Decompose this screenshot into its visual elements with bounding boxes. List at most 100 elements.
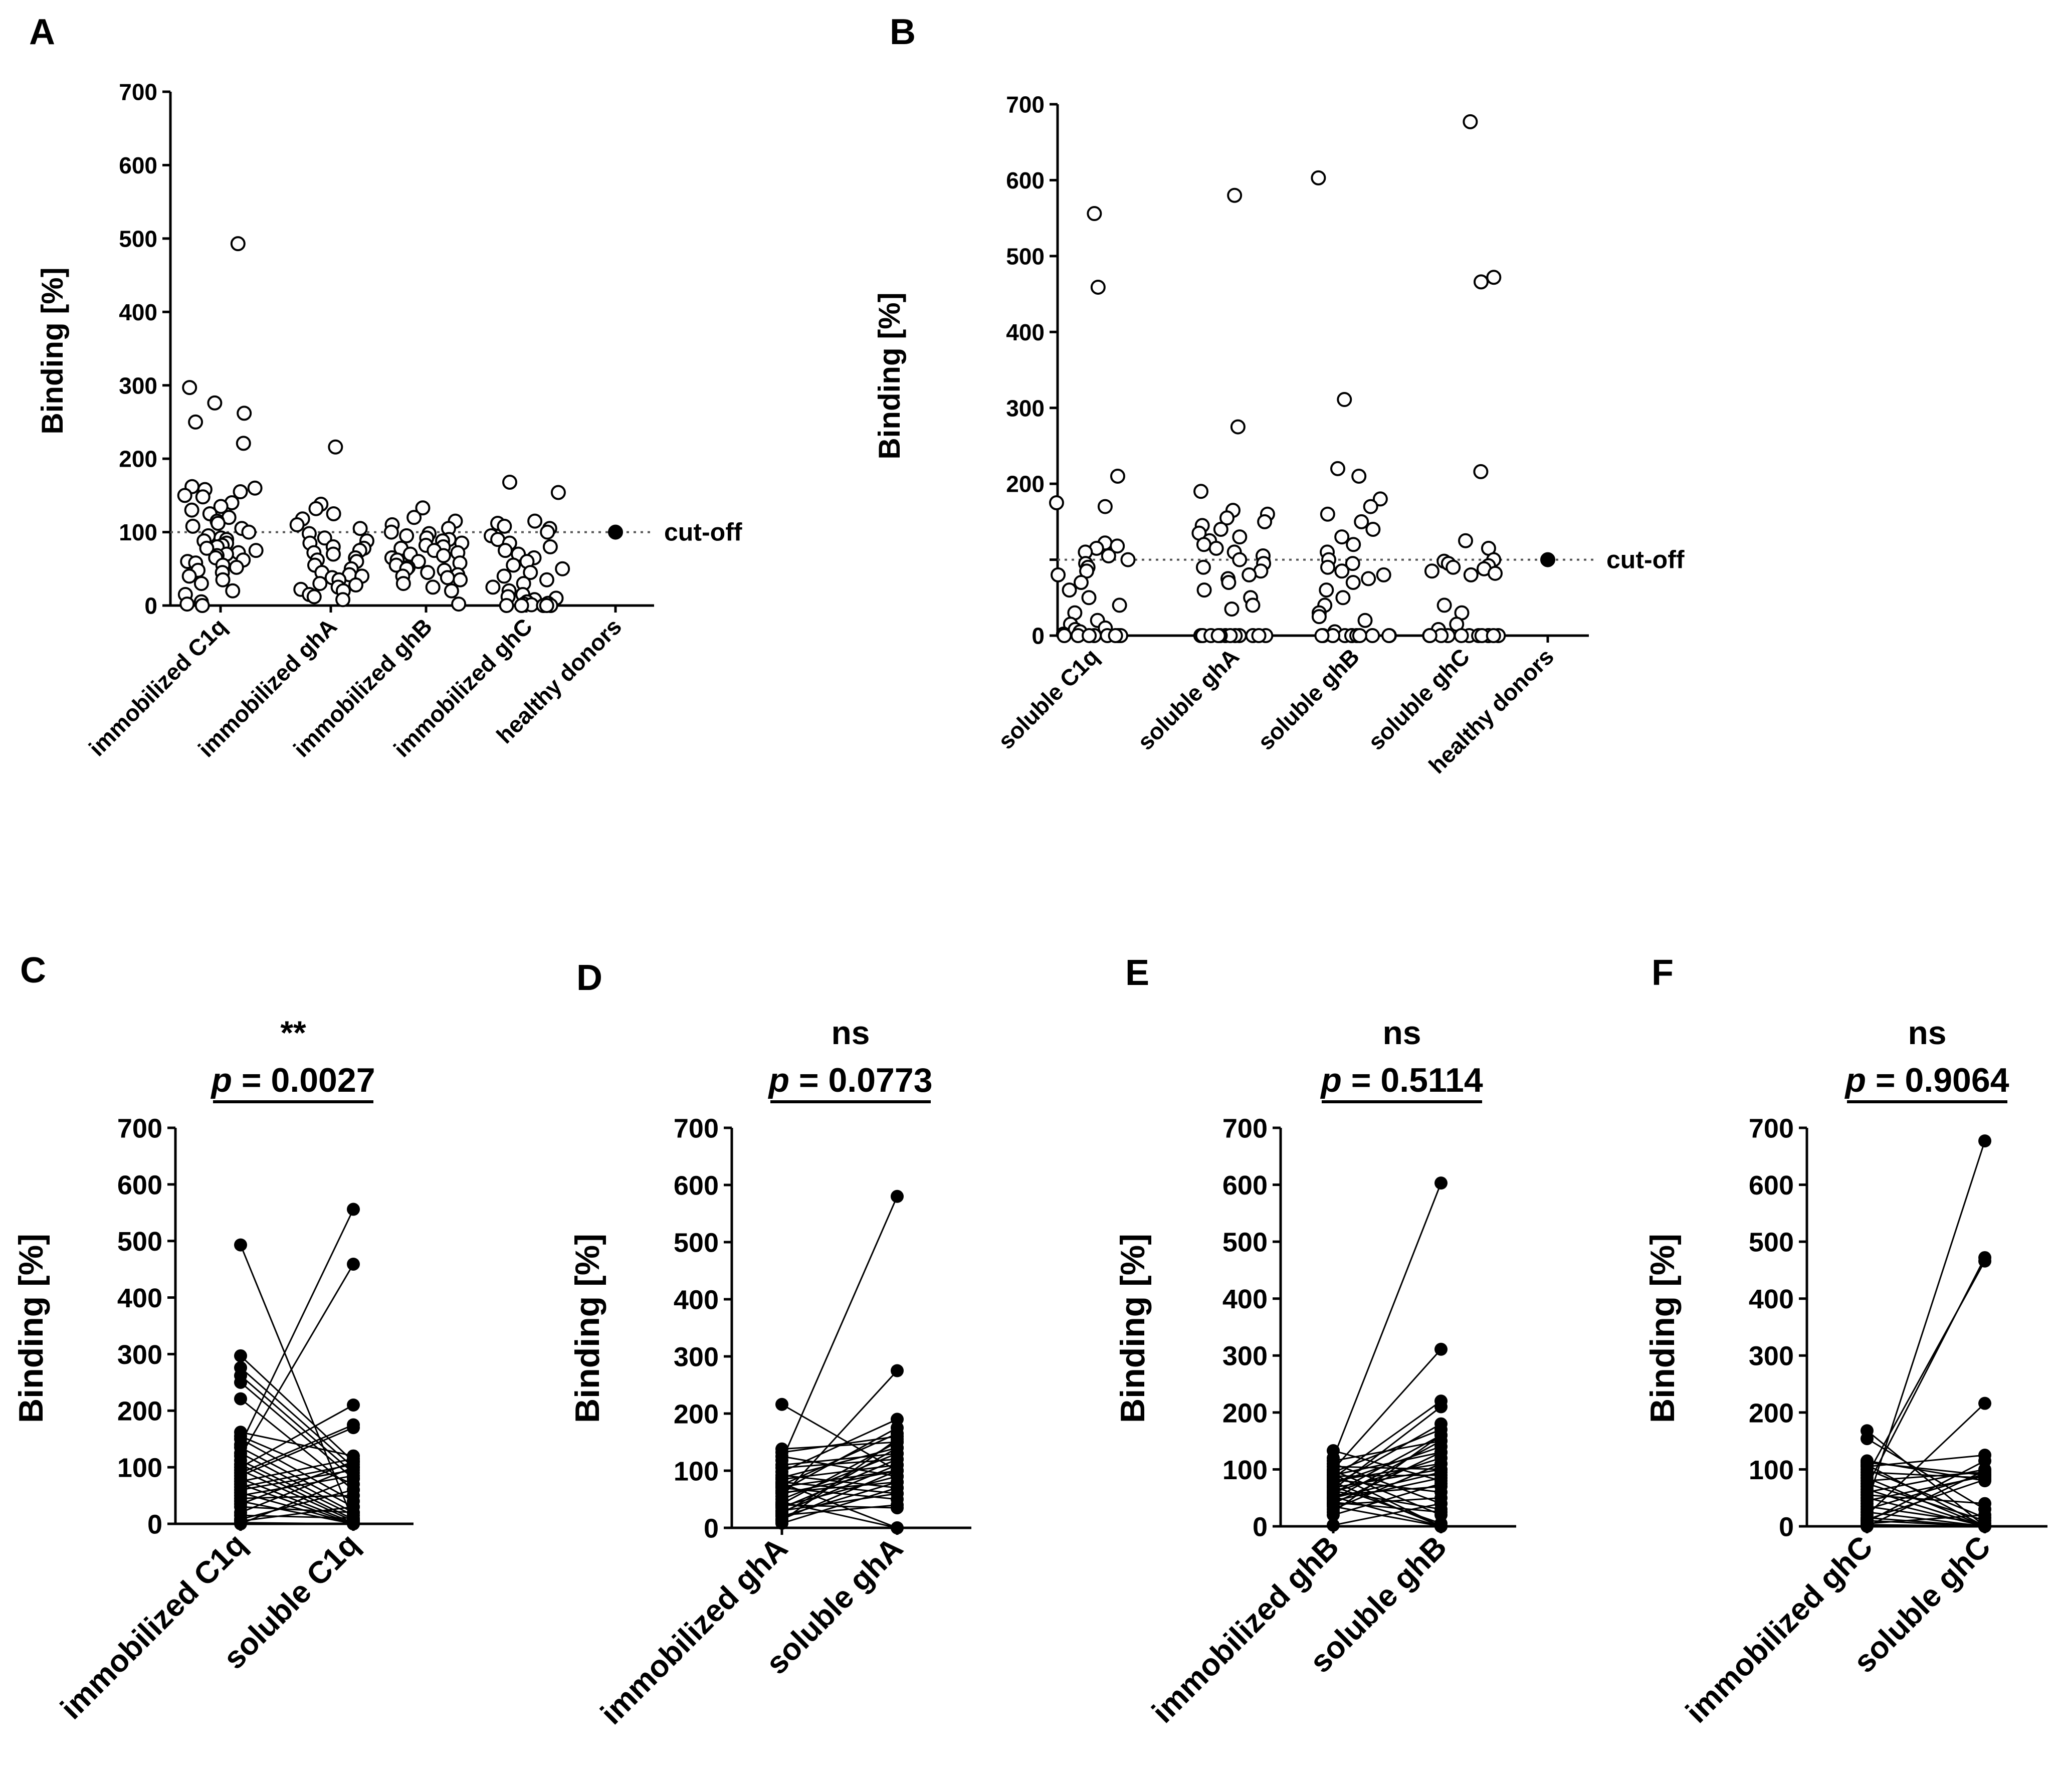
data-point-soluble bbox=[1978, 1520, 1991, 1533]
data-point bbox=[325, 546, 341, 562]
pair-line bbox=[781, 1481, 898, 1493]
pair-line bbox=[240, 1427, 354, 1477]
data-point bbox=[1227, 187, 1243, 203]
data-point bbox=[1196, 582, 1212, 598]
data-point bbox=[1213, 522, 1228, 537]
pair-line bbox=[1333, 1466, 1442, 1470]
data-point bbox=[1473, 464, 1489, 479]
y-tick-label: 600 bbox=[117, 1170, 162, 1200]
y-axis-label: Binding [%] bbox=[1643, 1234, 1682, 1423]
x-category-label: immobilized ghB bbox=[1145, 1529, 1346, 1730]
data-point bbox=[1424, 563, 1439, 579]
pair-line bbox=[1332, 1348, 1442, 1470]
data-point bbox=[328, 439, 343, 455]
pair-line bbox=[240, 1461, 354, 1505]
data-point bbox=[207, 395, 223, 411]
pair-line bbox=[1867, 1468, 1985, 1493]
data-point bbox=[179, 596, 195, 612]
pair-line bbox=[1867, 1438, 1985, 1510]
y-axis-label: Binding [%] bbox=[36, 267, 69, 434]
x-category-label: immobilized C1q bbox=[54, 1527, 253, 1726]
pair-line bbox=[781, 1453, 898, 1500]
data-point bbox=[1193, 484, 1209, 499]
data-point bbox=[1422, 628, 1437, 643]
pair-line bbox=[240, 1478, 354, 1525]
pair-line bbox=[1333, 1471, 1442, 1499]
data-point bbox=[1376, 567, 1391, 582]
data-point-soluble bbox=[1978, 1134, 1991, 1148]
data-point-soluble bbox=[891, 1189, 904, 1203]
data-point bbox=[499, 598, 514, 613]
y-tick-label: 200 bbox=[119, 446, 157, 472]
pair-line bbox=[1333, 1486, 1442, 1524]
y-tick-label: 700 bbox=[1222, 1113, 1268, 1143]
p-value-symbol: p bbox=[767, 1061, 789, 1099]
data-point-soluble bbox=[891, 1521, 904, 1534]
y-axis-label: Binding [%] bbox=[12, 1234, 50, 1423]
data-point-soluble bbox=[891, 1464, 904, 1477]
data-point-soluble bbox=[347, 1517, 360, 1530]
data-point bbox=[1314, 628, 1330, 643]
data-point bbox=[1232, 552, 1248, 567]
p-value-text: = 0.9064 bbox=[1866, 1061, 2009, 1099]
data-point bbox=[1097, 499, 1113, 514]
y-tick-label: 700 bbox=[674, 1113, 719, 1143]
data-point bbox=[523, 565, 538, 580]
data-point bbox=[496, 568, 512, 584]
data-point bbox=[306, 589, 322, 605]
pair-line bbox=[781, 1487, 898, 1524]
y-tick-label: 200 bbox=[1749, 1398, 1794, 1428]
pair-line bbox=[1867, 1524, 1985, 1527]
significance-label: ns bbox=[831, 1014, 870, 1051]
pair-line bbox=[781, 1470, 898, 1495]
data-point-soluble bbox=[1434, 1400, 1448, 1414]
data-point bbox=[539, 572, 554, 587]
data-point bbox=[335, 592, 351, 608]
data-point bbox=[383, 524, 399, 540]
y-tick-label: 600 bbox=[674, 1170, 719, 1201]
data-point bbox=[1488, 565, 1503, 581]
data-point bbox=[181, 568, 197, 584]
x-category-label: soluble ghB bbox=[1253, 643, 1364, 755]
pair-line bbox=[781, 1501, 898, 1529]
pair-line bbox=[1333, 1463, 1442, 1504]
data-point bbox=[1352, 628, 1367, 643]
y-tick-label: 0 bbox=[704, 1513, 719, 1543]
pair-line bbox=[781, 1464, 898, 1513]
data-point-immobilized bbox=[234, 1238, 247, 1252]
panel-letter: E bbox=[1125, 953, 1149, 993]
pair-line bbox=[1866, 1257, 1986, 1487]
data-point bbox=[1363, 499, 1378, 514]
p-value-label: p = 0.9064 bbox=[1844, 1061, 2009, 1099]
cutoff-label: cut-off bbox=[1606, 546, 1685, 574]
data-point bbox=[236, 436, 251, 451]
data-point bbox=[406, 510, 422, 525]
data-point-soluble bbox=[1434, 1176, 1448, 1190]
y-tick-label: 0 bbox=[1253, 1512, 1268, 1542]
y-tick-label: 500 bbox=[119, 226, 157, 252]
data-point bbox=[415, 500, 431, 516]
data-point bbox=[229, 559, 244, 575]
y-tick-label: 400 bbox=[119, 299, 157, 325]
data-point bbox=[1196, 537, 1211, 552]
data-point bbox=[185, 518, 200, 534]
pair-line bbox=[781, 1427, 898, 1492]
data-point-soluble bbox=[891, 1498, 904, 1512]
y-tick-label: 400 bbox=[1006, 319, 1045, 345]
data-point bbox=[1463, 114, 1478, 129]
pair-line bbox=[240, 1209, 354, 1445]
pair-line bbox=[781, 1419, 898, 1473]
pair-line bbox=[240, 1355, 354, 1462]
data-point bbox=[425, 579, 441, 595]
y-tick-label: 100 bbox=[117, 1453, 162, 1483]
y-tick-label: 500 bbox=[1006, 243, 1045, 269]
data-point-immobilized bbox=[234, 1517, 247, 1530]
data-point bbox=[1334, 529, 1350, 545]
data-point bbox=[184, 502, 199, 518]
data-point-immobilized bbox=[775, 1516, 788, 1530]
y-tick-label: 700 bbox=[1006, 92, 1045, 118]
data-point bbox=[497, 518, 512, 534]
panel-letter: C bbox=[20, 950, 46, 990]
pair-line bbox=[1333, 1406, 1442, 1490]
